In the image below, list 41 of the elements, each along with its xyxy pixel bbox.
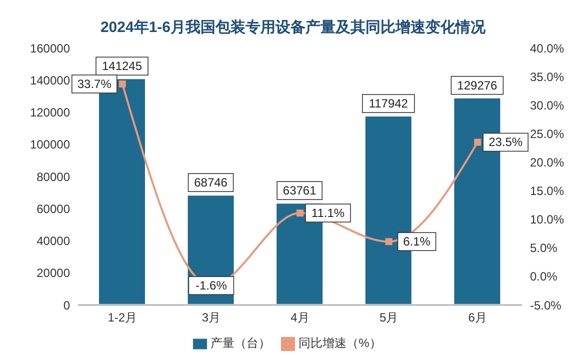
y-tick-label: 140000	[30, 73, 70, 88]
y2-tick-label: 35.0%	[530, 70, 564, 84]
x-tick-label: 1-2月	[108, 310, 138, 325]
data-label: 11.1%	[311, 206, 345, 220]
data-label: 117942	[368, 96, 408, 111]
y-tick-label: 40000	[36, 234, 70, 248]
legend-label: 产量（台）	[210, 336, 271, 350]
y2-tick-label: 30.0%	[530, 98, 564, 112]
data-label: 6.1%	[403, 234, 431, 249]
y-tick-label: 100000	[30, 138, 70, 152]
x-tick-label: 3月	[202, 310, 221, 325]
data-label: 63761	[282, 184, 317, 198]
data-label: 141245	[102, 59, 142, 74]
y-tick-label: 0	[63, 298, 70, 312]
chart-title: 2024年1-6月我国包装专用设备产量及其同比增速变化情况	[99, 18, 487, 38]
y2-tick-label: 20.0%	[530, 155, 564, 170]
y-tick-label: 20000	[36, 266, 70, 280]
y2-tick-label: 25.0%	[530, 126, 564, 141]
point	[474, 138, 482, 146]
y-tick-label: 60000	[36, 202, 70, 216]
y-tick-label: 160000	[30, 41, 70, 56]
data-label: 23.5%	[488, 135, 523, 150]
y2-tick-label: 40.0%	[530, 41, 564, 56]
y2-tick-label: 5.0%	[530, 241, 558, 256]
y-tick-label: 80000	[36, 170, 70, 184]
data-label: 129276	[457, 78, 498, 92]
y2-tick-label: 10.0%	[530, 212, 564, 227]
y2-tick-label: 0.0%	[530, 270, 558, 284]
x-tick-label: 6月	[468, 310, 487, 325]
y-tick-label: 120000	[30, 106, 70, 120]
y2-tick-label: -5.0%	[530, 298, 562, 312]
data-label: 68746	[194, 176, 228, 190]
point	[385, 238, 392, 246]
point	[118, 80, 126, 88]
y2-tick-label: 15.0%	[530, 184, 564, 198]
data-label: -1.6%	[196, 278, 228, 293]
x-tick-label: 4月	[290, 310, 310, 325]
x-tick-label: 5月	[379, 310, 398, 325]
point	[296, 210, 304, 217]
data-label: 33.7%	[77, 76, 112, 91]
legend-label: 同比增速（%）	[298, 336, 382, 350]
